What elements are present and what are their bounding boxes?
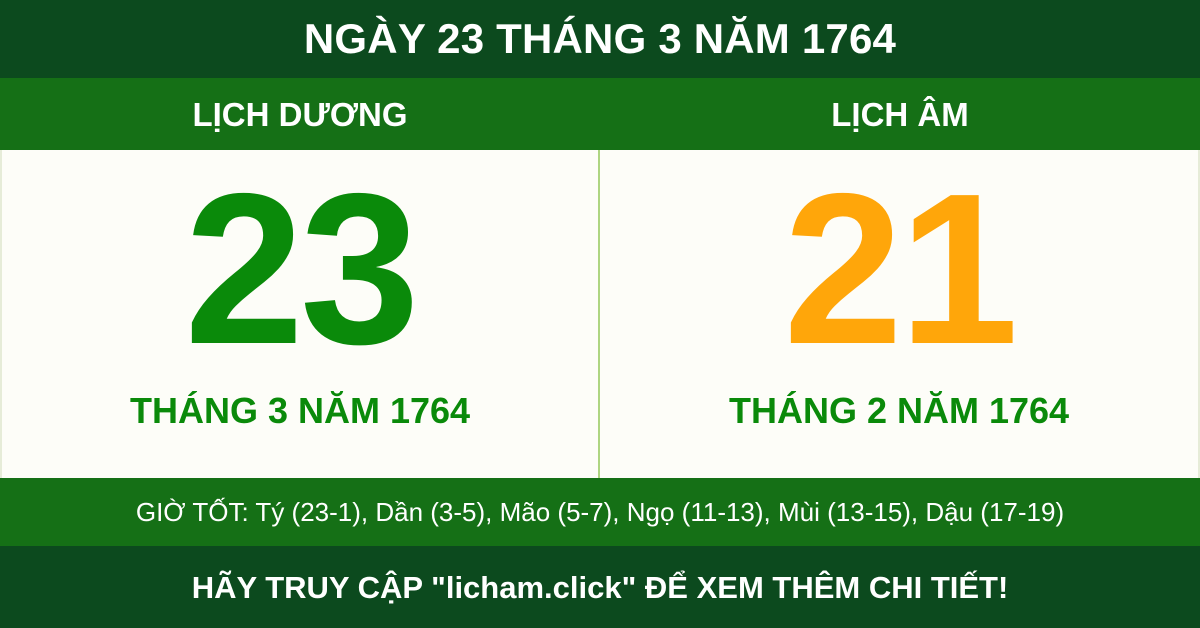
good-hours-text: GIỜ TỐT: Tý (23-1), Dần (3-5), Mão (5-7)… — [135, 497, 1065, 527]
solar-month-year-label: THÁNG 3 NĂM 1764 — [129, 389, 471, 431]
lunar-date-panel: 21 THÁNG 2 NĂM 1764 — [600, 150, 1198, 478]
good-hours-band: GIỜ TỐT: Tý (23-1), Dần (3-5), Mão (5-7)… — [0, 478, 1200, 546]
solar-calendar-heading: LỊCH DƯƠNG — [192, 95, 408, 133]
lunar-calendar-heading: LỊCH ÂM — [831, 95, 969, 133]
calendar-type-band: LỊCH DƯƠNG LỊCH ÂM — [0, 78, 1200, 150]
solar-day-number: 23 — [184, 148, 419, 389]
footer-call-to-action: HÃY TRUY CẬP "licham.click" ĐỂ XEM THÊM … — [191, 569, 1009, 605]
footer-band: HÃY TRUY CẬP "licham.click" ĐỂ XEM THÊM … — [0, 546, 1200, 628]
lunar-month-year-label: THÁNG 2 NĂM 1764 — [728, 389, 1070, 431]
header-band: NGÀY 23 THÁNG 3 NĂM 1764 — [0, 0, 1200, 78]
solar-date-panel: 23 THÁNG 3 NĂM 1764 — [2, 150, 600, 478]
page-title: NGÀY 23 THÁNG 3 NĂM 1764 — [303, 15, 897, 62]
lunar-day-number: 21 — [783, 148, 1018, 389]
calendar-body: 23 THÁNG 3 NĂM 1764 21 THÁNG 2 NĂM 1764 — [0, 150, 1200, 478]
